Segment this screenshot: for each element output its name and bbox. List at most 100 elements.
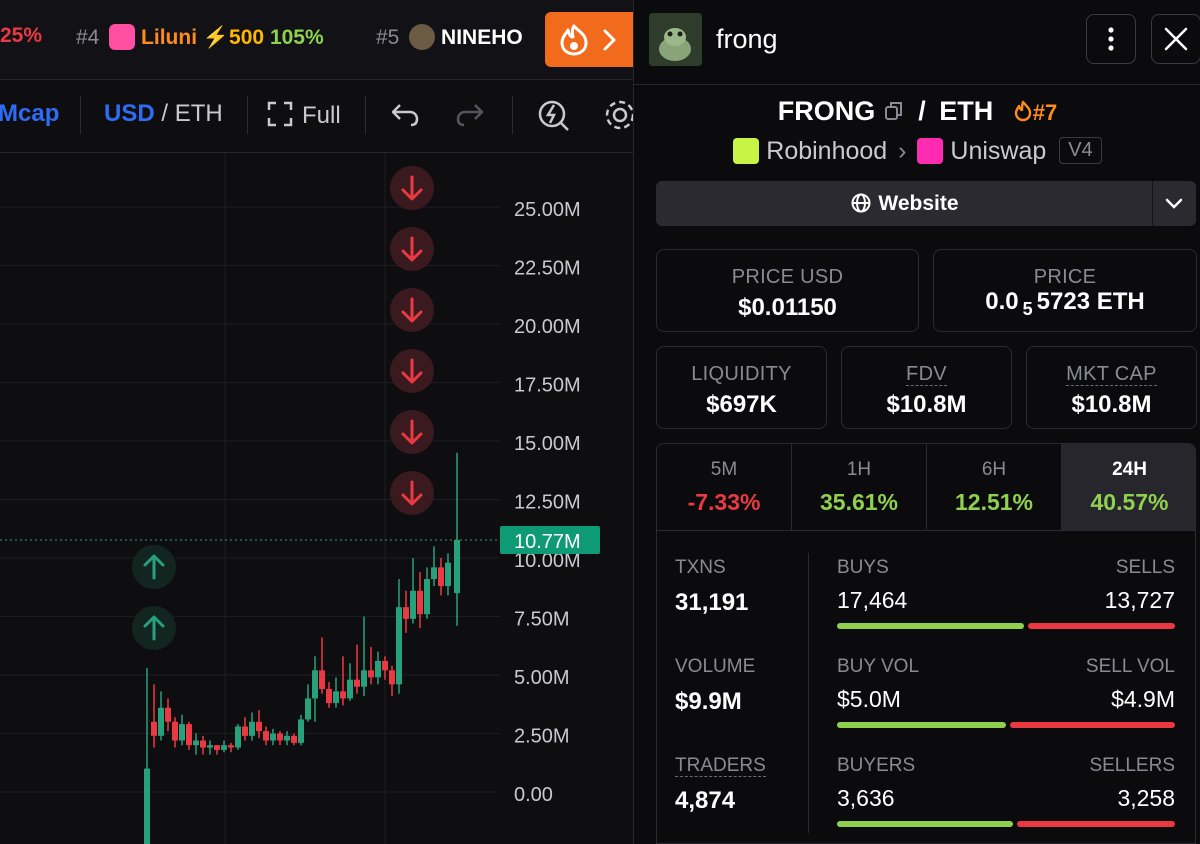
ticker-item-nineho[interactable]: #5 NINEHO (376, 24, 523, 50)
base-symbol: FRONG (777, 96, 876, 126)
sell-marker-icon[interactable] (390, 349, 434, 393)
close-button[interactable] (1151, 14, 1200, 64)
candle-body (340, 691, 346, 699)
sell-marker-icon[interactable] (390, 410, 434, 454)
uniswap-icon (917, 138, 944, 164)
candle-body (312, 670, 318, 699)
candle-body (277, 733, 283, 741)
candle-body (361, 670, 367, 687)
fullscreen-button[interactable]: Full (266, 100, 341, 130)
tab-6h[interactable]: 6H 12.51% (927, 444, 1062, 530)
ticker-rank: #4 (76, 26, 100, 49)
fire-icon (1014, 100, 1031, 122)
tab-change: 12.51% (954, 489, 1033, 515)
traders-value: 4,874 (675, 787, 736, 814)
trending-fire-button[interactable] (545, 12, 633, 67)
candle-body (424, 579, 430, 615)
traders-label: TRADERS (675, 755, 766, 777)
candle-body (270, 733, 276, 741)
tab-5m[interactable]: 5M -7.33% (657, 444, 792, 530)
price-eth-card: PRICE 0.0 5 5723 ETH (933, 249, 1197, 332)
sell-marker-icon[interactable] (390, 471, 434, 515)
timeframe-tabs: 5M -7.33% 1H 35.61% 6H 12.51% 24H 40.57% (656, 443, 1196, 531)
links-dropdown-button[interactable] (1152, 181, 1196, 226)
buyers-value: 3,636 (837, 785, 895, 811)
stats-grid: TXNS 31,191 VOLUME $9.9M TRADERS 4,874 B… (656, 531, 1196, 844)
mkt-cap-card[interactable]: MKT CAP $10.8M (1026, 346, 1197, 429)
chart-canvas[interactable]: 25.00M 22.50M 20.00M 17.50M 15.00M 12.50M 10.0… (0, 153, 633, 844)
ticker-item-pct[interactable]: 25% (0, 24, 43, 47)
copy-icon[interactable] (883, 100, 905, 122)
token-info-panel: frong FRONG / ETH #7 Robinhood › (633, 0, 1200, 844)
website-button-group: Website (656, 181, 1196, 226)
y-tick-label: 12.50M (514, 492, 581, 514)
buyers-label: BUYERS (837, 755, 916, 776)
ticker-name: NINEHO (441, 26, 523, 49)
mkt-cap-label: MKT CAP (1066, 363, 1157, 386)
txns-label: TXNS (675, 557, 726, 578)
buy-marker-icon[interactable] (132, 545, 176, 589)
chain-name[interactable]: Robinhood (766, 137, 888, 165)
indicator-icon[interactable] (535, 95, 573, 133)
candle-body (389, 670, 395, 685)
undo-icon[interactable] (390, 100, 420, 130)
sell-vol-label: SELL VOL (1085, 656, 1175, 677)
y-tick-label: 7.50M (514, 609, 570, 631)
token-avatar (649, 13, 702, 66)
candle-body (151, 721, 157, 736)
txns-value: 31,191 (675, 589, 749, 616)
sells-value: 13,727 (1104, 587, 1175, 613)
candle-body (354, 679, 360, 687)
fire-icon (560, 24, 588, 56)
redo-icon[interactable] (455, 100, 485, 130)
buy-marker-icon[interactable] (132, 606, 176, 650)
y-tick-label: 22.50M (514, 258, 581, 280)
currency-slash: / (161, 100, 169, 127)
buys-bar (837, 623, 1024, 629)
candle-body (193, 740, 199, 746)
candle-body (228, 745, 234, 748)
price-chart[interactable]: 25.00M 22.50M 20.00M 17.50M 15.00M 12.50M 10.0… (0, 153, 633, 844)
y-tick-label: 2.50M (514, 726, 570, 748)
candle-body (319, 670, 325, 690)
liluni-logo-icon (109, 24, 136, 50)
ticker-item-liluni[interactable]: #4 Liluni ⚡500 105% (76, 24, 324, 50)
rank-badge[interactable]: #7 (1013, 96, 1057, 126)
price-eth-value: 0.0 5 5723 ETH (985, 288, 1145, 319)
website-button[interactable]: Website (656, 181, 1153, 226)
liquidity-value: $697K (706, 391, 777, 418)
ticker-boost: 500 (229, 26, 265, 49)
y-tick-label: 10.00M (514, 550, 581, 572)
sell-marker-icon[interactable] (390, 227, 434, 271)
sell-marker-icon[interactable] (390, 288, 434, 332)
tab-1h[interactable]: 1H 35.61% (792, 444, 927, 530)
sell-marker-icon[interactable] (390, 166, 434, 210)
y-tick-label: 20.00M (514, 316, 581, 338)
mcap-toggle[interactable]: Mcap (0, 100, 60, 127)
sells-label: SELLS (1115, 557, 1175, 578)
usd-option[interactable]: USD (104, 100, 155, 127)
chevron-right-icon (603, 29, 616, 51)
chevron-down-icon (1165, 198, 1183, 209)
ticker-rank: #5 (376, 26, 400, 49)
candle-body (256, 721, 262, 732)
dex-name[interactable]: Uniswap (950, 137, 1047, 165)
tab-24h[interactable]: 24H 40.57% (1062, 444, 1195, 530)
candle-body (179, 724, 185, 741)
price-usd-label: PRICE USD (731, 266, 844, 288)
robinhood-icon (733, 138, 760, 164)
ticker-name: Liluni (141, 26, 198, 49)
fdv-card[interactable]: FDV $10.8M (841, 346, 1012, 429)
buys-label: BUYS (837, 557, 889, 578)
candle-body (235, 726, 241, 748)
nineho-logo-icon (409, 24, 436, 50)
settings-gear-icon[interactable] (600, 95, 633, 135)
eth-option[interactable]: ETH (174, 100, 223, 127)
current-price-label: 10.77M (514, 531, 581, 553)
candle-body (403, 607, 409, 619)
candle-body (396, 607, 402, 685)
kebab-menu-icon (1108, 27, 1114, 51)
more-options-button[interactable] (1086, 14, 1136, 64)
currency-toggle[interactable]: USD / ETH (104, 100, 223, 128)
panel-header: frong (634, 0, 1200, 85)
